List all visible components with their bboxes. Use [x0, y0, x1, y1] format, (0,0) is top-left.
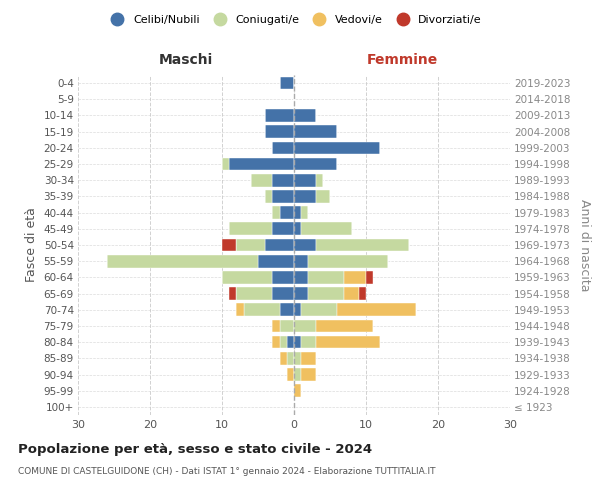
- Bar: [280, 77, 294, 90]
- Bar: [294, 142, 380, 154]
- Bar: [265, 109, 294, 122]
- Bar: [294, 352, 301, 364]
- Bar: [280, 336, 287, 348]
- Bar: [294, 368, 301, 381]
- Bar: [287, 352, 294, 364]
- Bar: [337, 304, 416, 316]
- Bar: [236, 304, 244, 316]
- Bar: [287, 368, 294, 381]
- Bar: [265, 126, 294, 138]
- Bar: [258, 255, 294, 268]
- Bar: [294, 190, 316, 202]
- Bar: [344, 288, 359, 300]
- Bar: [244, 304, 280, 316]
- Bar: [229, 222, 272, 235]
- Bar: [294, 336, 301, 348]
- Bar: [294, 320, 316, 332]
- Y-axis label: Fasce di età: Fasce di età: [25, 208, 38, 282]
- Legend: Celibi/Nubili, Coniugati/e, Vedovi/e, Divorziati/e: Celibi/Nubili, Coniugati/e, Vedovi/e, Di…: [102, 10, 486, 29]
- Bar: [301, 336, 316, 348]
- Bar: [294, 238, 316, 252]
- Bar: [294, 304, 301, 316]
- Bar: [280, 304, 294, 316]
- Bar: [294, 158, 337, 170]
- Bar: [294, 126, 337, 138]
- Bar: [294, 222, 301, 235]
- Bar: [280, 320, 294, 332]
- Bar: [222, 271, 272, 283]
- Bar: [316, 336, 380, 348]
- Bar: [229, 158, 294, 170]
- Bar: [272, 206, 280, 219]
- Bar: [344, 271, 366, 283]
- Bar: [301, 368, 316, 381]
- Bar: [294, 288, 308, 300]
- Y-axis label: Anni di nascita: Anni di nascita: [578, 198, 591, 291]
- Bar: [236, 238, 265, 252]
- Text: Femmine: Femmine: [367, 54, 437, 68]
- Text: Popolazione per età, sesso e stato civile - 2024: Popolazione per età, sesso e stato civil…: [18, 442, 372, 456]
- Bar: [316, 174, 323, 186]
- Bar: [294, 384, 301, 397]
- Bar: [265, 238, 294, 252]
- Bar: [359, 288, 366, 300]
- Bar: [294, 174, 316, 186]
- Bar: [280, 352, 287, 364]
- Bar: [316, 190, 330, 202]
- Bar: [272, 190, 294, 202]
- Text: COMUNE DI CASTELGUIDONE (CH) - Dati ISTAT 1° gennaio 2024 - Elaborazione TUTTITA: COMUNE DI CASTELGUIDONE (CH) - Dati ISTA…: [18, 468, 436, 476]
- Text: Maschi: Maschi: [159, 54, 213, 68]
- Bar: [272, 288, 294, 300]
- Bar: [287, 336, 294, 348]
- Bar: [229, 288, 236, 300]
- Bar: [222, 158, 229, 170]
- Bar: [301, 352, 316, 364]
- Bar: [107, 255, 258, 268]
- Bar: [294, 255, 308, 268]
- Bar: [294, 206, 301, 219]
- Bar: [272, 222, 294, 235]
- Bar: [308, 255, 388, 268]
- Bar: [236, 288, 272, 300]
- Bar: [272, 336, 280, 348]
- Bar: [301, 222, 352, 235]
- Bar: [294, 271, 308, 283]
- Bar: [251, 174, 272, 186]
- Bar: [366, 271, 373, 283]
- Bar: [272, 142, 294, 154]
- Bar: [316, 238, 409, 252]
- Bar: [308, 271, 344, 283]
- Bar: [316, 320, 373, 332]
- Bar: [272, 320, 280, 332]
- Bar: [265, 190, 272, 202]
- Bar: [294, 109, 316, 122]
- Bar: [272, 271, 294, 283]
- Bar: [280, 206, 294, 219]
- Bar: [301, 206, 308, 219]
- Bar: [301, 304, 337, 316]
- Bar: [308, 288, 344, 300]
- Bar: [272, 174, 294, 186]
- Bar: [222, 238, 236, 252]
